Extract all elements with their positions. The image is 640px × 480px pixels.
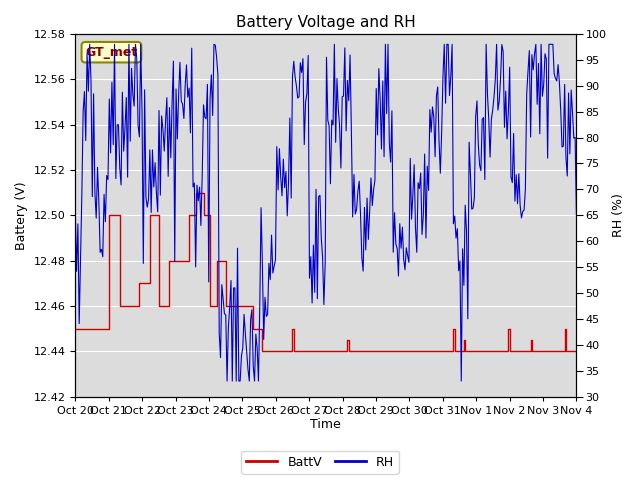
BattV — [192, 190, 200, 195]
RH — [106, 96, 113, 102]
BattV — [332, 348, 339, 354]
Line: BattV: BattV — [76, 192, 577, 351]
BattV — [72, 326, 79, 332]
RH — [572, 134, 579, 140]
Title: Battery Voltage and RH: Battery Voltage and RH — [236, 15, 416, 30]
RH — [431, 154, 439, 159]
Line: RH: RH — [76, 44, 577, 381]
RH — [573, 211, 580, 217]
Y-axis label: RH (%): RH (%) — [612, 193, 625, 237]
Text: GT_met: GT_met — [85, 46, 138, 59]
RH — [506, 64, 513, 70]
RH — [223, 378, 231, 384]
RH — [90, 91, 97, 96]
RH — [72, 209, 79, 215]
BattV — [259, 348, 266, 354]
BattV — [431, 348, 439, 354]
BattV — [572, 348, 579, 354]
X-axis label: Time: Time — [310, 419, 341, 432]
BattV — [88, 326, 96, 332]
Y-axis label: Battery (V): Battery (V) — [15, 181, 28, 250]
BattV — [104, 326, 112, 332]
Legend: BattV, RH: BattV, RH — [241, 451, 399, 474]
BattV — [573, 348, 580, 354]
RH — [86, 41, 93, 47]
BattV — [506, 348, 513, 354]
RH — [332, 140, 339, 145]
